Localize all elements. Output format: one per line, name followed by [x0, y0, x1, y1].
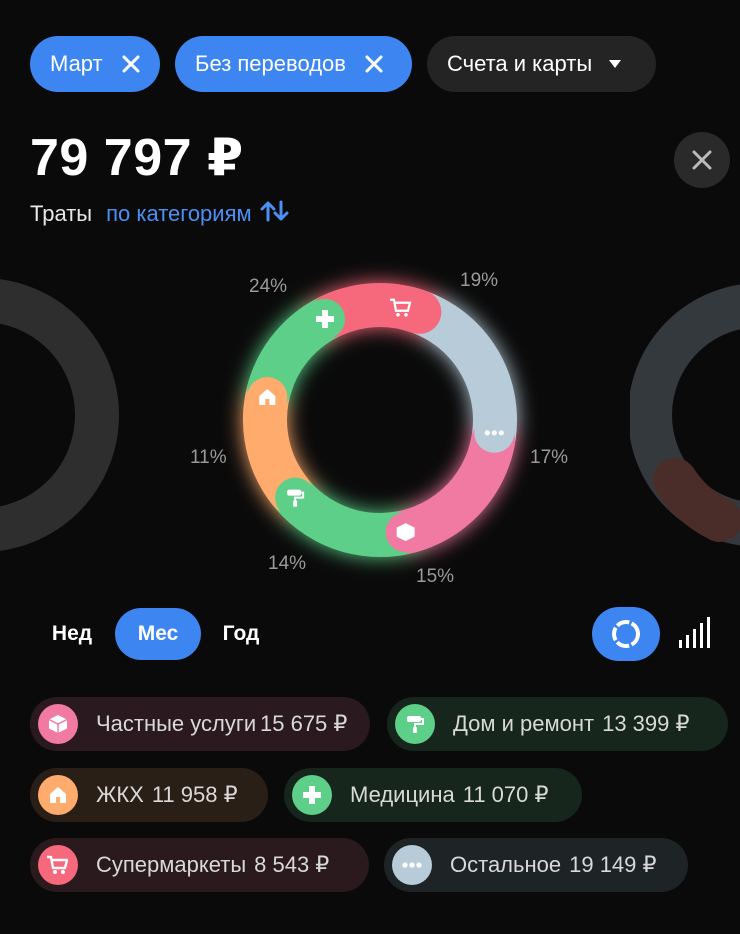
category-name: Частные услуги	[96, 711, 257, 736]
close-button[interactable]	[674, 132, 730, 188]
category-amount: 13 399 ₽	[602, 711, 690, 736]
bar-chart-icon	[679, 617, 710, 648]
pct-label-supermarkets: 11%	[190, 447, 227, 468]
pct-label-medicine: 14%	[268, 553, 307, 574]
house-icon	[247, 377, 288, 418]
period-tab-month[interactable]: Мес	[115, 608, 201, 660]
category-amount: 11 070 ₽	[462, 782, 549, 807]
category-pill-medicine[interactable]: Медицина 11 070 ₽	[284, 768, 582, 822]
medical-cross-icon	[292, 775, 332, 815]
cart-icon	[38, 845, 78, 885]
next-month-ring[interactable]	[630, 270, 740, 570]
category-pill-supermarkets[interactable]: Супермаркеты 8 543 ₽	[30, 838, 369, 892]
category-pill-home-repair[interactable]: Дом и ремонт 13 399 ₽	[387, 697, 728, 751]
remove-month-filter-icon[interactable]	[117, 50, 145, 78]
filter-chip-month-label: Март	[50, 51, 103, 76]
category-pill-utilities[interactable]: ЖКХ 11 958 ₽	[30, 768, 268, 822]
accounts-dropdown[interactable]: Счета и карты	[427, 36, 656, 92]
chevron-down-icon	[608, 56, 622, 72]
sort-arrows-icon[interactable]	[260, 200, 290, 228]
donut-svg	[243, 283, 517, 557]
remove-transfers-filter-icon[interactable]	[360, 50, 388, 78]
dots-icon	[474, 412, 515, 453]
close-icon	[692, 150, 712, 170]
category-pill-private-services[interactable]: Частные услуги 15 675 ₽	[30, 697, 370, 751]
pct-label-utilities: 15%	[416, 566, 455, 587]
pct-label-other: 24%	[249, 276, 288, 297]
period-tab-week[interactable]: Нед	[51, 622, 93, 645]
grouping-toggle[interactable]: по категориям	[106, 201, 252, 226]
accounts-dropdown-label: Счета и карты	[447, 51, 593, 76]
spending-subtitle: Траты по категориям	[30, 200, 290, 228]
donut-view-button[interactable]	[592, 607, 660, 661]
paint-roller-icon	[275, 477, 316, 518]
filter-chip-transfers[interactable]: Без переводов	[175, 36, 412, 92]
pct-label-private-services: 19%	[460, 270, 499, 291]
spending-label: Траты	[30, 201, 93, 226]
category-name: Супермаркеты	[96, 852, 247, 877]
category-amount: 19 149 ₽	[569, 852, 657, 877]
donut-view-icon	[612, 620, 640, 648]
category-name: Остальное	[450, 852, 562, 877]
house-icon	[38, 775, 78, 815]
cart-icon	[379, 286, 420, 327]
category-amount: 11 958 ₽	[151, 782, 238, 807]
box-icon	[385, 512, 426, 553]
medical-cross-icon	[305, 298, 346, 339]
category-name: Дом и ремонт	[453, 711, 595, 736]
filter-chip-month[interactable]: Март	[30, 36, 160, 92]
category-amount: 15 675 ₽	[260, 711, 348, 736]
category-name: ЖКХ	[96, 782, 144, 807]
box-icon	[38, 704, 78, 744]
category-pill-other[interactable]: Остальное 19 149 ₽	[384, 838, 688, 892]
period-tab-year[interactable]: Год	[222, 622, 260, 645]
total-amount: 79 797 ₽	[30, 129, 244, 187]
pct-label-home-repair: 17%	[530, 447, 569, 468]
filter-chip-transfers-label: Без переводов	[195, 51, 346, 76]
dots-icon	[392, 845, 432, 885]
previous-month-ring[interactable]	[0, 270, 140, 570]
category-amount: 8 543 ₽	[254, 852, 330, 877]
paint-roller-icon	[395, 704, 435, 744]
category-donut-chart	[220, 260, 540, 580]
bar-view-button[interactable]	[676, 614, 712, 650]
category-name: Медицина	[350, 782, 455, 807]
